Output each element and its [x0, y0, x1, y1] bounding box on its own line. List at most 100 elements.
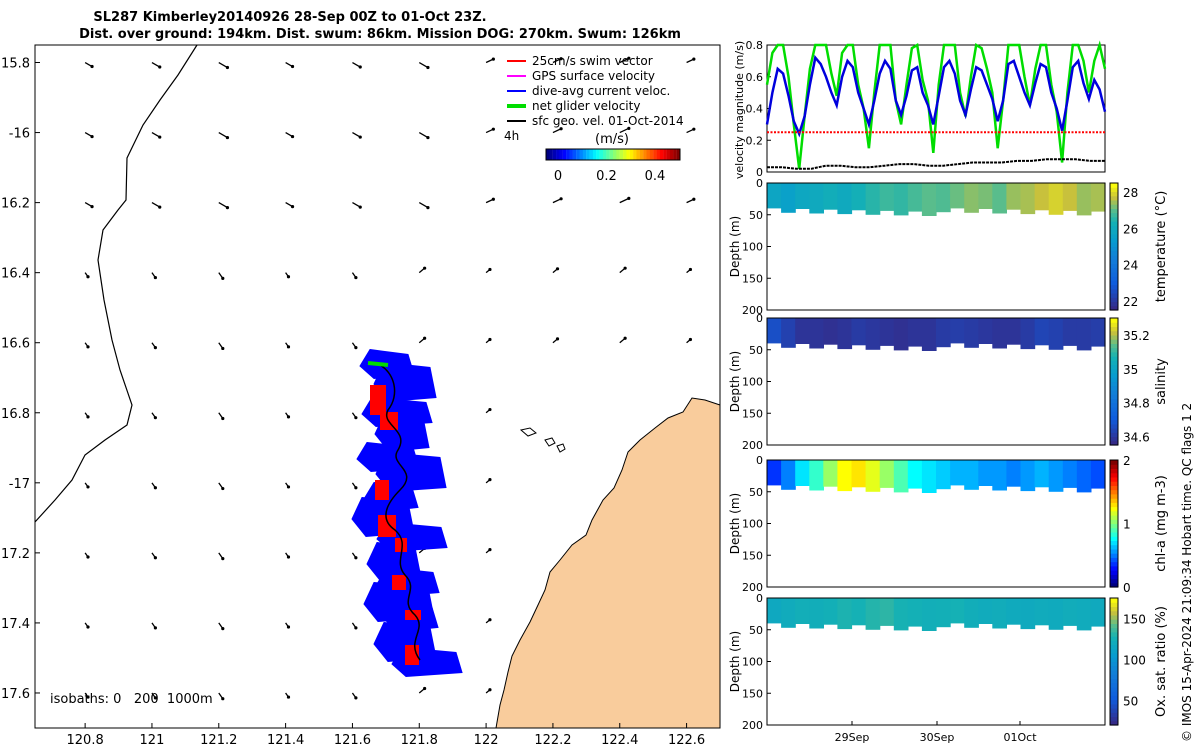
colorbar-segment [636, 149, 640, 160]
geo-velocity-arrowhead [221, 416, 225, 421]
geo-velocity-arrowhead [86, 415, 90, 419]
colorbar-segment [589, 149, 594, 160]
section-cell [809, 183, 824, 214]
salinity-section-panel: 0 50 100 150 200 Depth (m) 34.6 34.8 35 35.2 salin… [728, 312, 1169, 452]
section-colorbar-segment [1110, 284, 1118, 290]
geo-velocity-arrowhead [153, 696, 157, 700]
section-colorbar-segment [1110, 271, 1118, 277]
section-cell [1034, 460, 1050, 488]
section-cell [837, 460, 853, 492]
section-colorbar-label: salinity [1154, 358, 1169, 405]
section-colorbar-segment [1110, 665, 1118, 671]
geo-velocity-arrowhead [354, 626, 358, 630]
section-colorbar-segment [1110, 716, 1118, 722]
section-colorbar-segment [1110, 712, 1118, 718]
section-colorbar-frame [1109, 317, 1119, 446]
geo-velocity-arrowhead [286, 345, 291, 349]
geo-velocity-arrowhead [358, 135, 362, 139]
geo-velocity-arrowhead [426, 206, 430, 210]
section-colorbar-segment [1110, 394, 1118, 399]
geo-velocity-arrowhead [354, 486, 358, 490]
map-x-ticks: 120.8 121 121.2 121.4 121.6 121.8 122 122.2 122.… [67, 723, 705, 748]
depth-tick-label: 0 [756, 592, 763, 605]
section-colorbar-segment [1110, 578, 1118, 584]
depth-tick-label: 100 [742, 656, 763, 669]
section-cell [1062, 598, 1078, 626]
section-colorbar-segment [1110, 343, 1118, 349]
colorbar-segment [656, 149, 661, 160]
date-tick-label: 01Oct [1003, 731, 1037, 744]
section-cell [781, 183, 796, 213]
geo-velocity-arrowhead [86, 625, 90, 629]
section-colorbar-segment [1110, 636, 1118, 641]
section-colorbar-tick-label: 28 [1123, 186, 1138, 200]
geo-velocity-arrowhead [491, 197, 495, 201]
colorbar-segment [673, 149, 677, 160]
section-colorbar-segment [1110, 398, 1118, 404]
geo-velocity-arrowhead [153, 486, 157, 490]
geo-velocity-arrowhead [423, 336, 427, 340]
temperature-section-panel: 0 50 100 150 200 Depth (m) 22 24 26 28 temperature… [728, 177, 1169, 317]
section-cell [978, 460, 993, 486]
section-colorbar-segment [1110, 695, 1118, 701]
date-tick-label: 30Sep [920, 731, 955, 744]
section-cell [921, 598, 937, 631]
geo-velocity-arrowhead [488, 688, 492, 692]
depth-tick-label: 50 [749, 486, 763, 499]
swim-vector-patch [378, 515, 396, 537]
section-colorbar-segment [1110, 553, 1118, 558]
section-cell [879, 183, 895, 211]
section-colorbar-segment [1110, 322, 1118, 327]
section-colorbar-segment [1110, 428, 1118, 433]
colorbar-segment [676, 149, 681, 160]
section-cell [1020, 183, 1036, 215]
section-cell [865, 183, 881, 215]
colorbar-tick-label: 0 [554, 169, 562, 184]
section-cell [936, 183, 951, 213]
geostrophic-velocity-arrows [84, 56, 696, 701]
section-cell [823, 460, 838, 487]
section-colorbar-segment [1110, 318, 1118, 323]
depth-tick-label: 100 [742, 518, 763, 531]
geo-velocity-arrowhead [488, 337, 492, 342]
section-colorbar-segment [1110, 334, 1118, 340]
geo-velocity-arrowhead [286, 415, 291, 419]
section-colorbar-segment [1110, 582, 1118, 588]
geo-velocity-arrowhead [90, 205, 94, 209]
legend-note: 4h [504, 129, 519, 143]
section-cell [893, 183, 909, 216]
swim-vector-patch [392, 575, 406, 590]
section-cell [964, 183, 979, 213]
section-cell [1062, 318, 1078, 346]
depth-tick-label: 50 [749, 624, 763, 637]
section-cell [992, 318, 1007, 349]
section-colorbar-segment [1110, 493, 1118, 499]
section-colorbar-segment [1110, 627, 1118, 633]
geo-velocity-arrowhead [688, 337, 693, 342]
geo-velocity-arrowhead [354, 275, 358, 280]
section-colorbar-segment [1110, 242, 1118, 248]
section-colorbar-segment [1110, 506, 1118, 512]
section-colorbar-segment [1110, 557, 1118, 563]
section-colorbar-segment [1110, 515, 1118, 520]
chart-title-line2: Dist. over ground: 194km. Dist. swum: 86… [79, 27, 681, 42]
section-colorbar-segment [1110, 229, 1118, 235]
glider-path [377, 363, 421, 661]
section-cell [851, 460, 867, 488]
colorbar-segment [566, 149, 570, 160]
section-colorbar-tick-label: 24 [1123, 259, 1138, 273]
geo-velocity-arrowhead [221, 627, 225, 631]
geo-velocity-arrowhead [488, 548, 492, 552]
velocity-y-tick-label: 0.8 [746, 39, 764, 52]
section-cell [1006, 318, 1022, 345]
section-colorbar-segment [1110, 250, 1118, 256]
colorbar-segment [629, 149, 634, 160]
colorbar-segment [602, 149, 607, 160]
colorbar-segment [606, 149, 610, 160]
section-cell [907, 598, 923, 627]
net-glider-velocity-segment [367, 361, 389, 367]
isobath-line [34, 44, 198, 523]
geo-velocity-arrowhead [225, 65, 230, 70]
depth-tick-label: 200 [742, 719, 763, 732]
